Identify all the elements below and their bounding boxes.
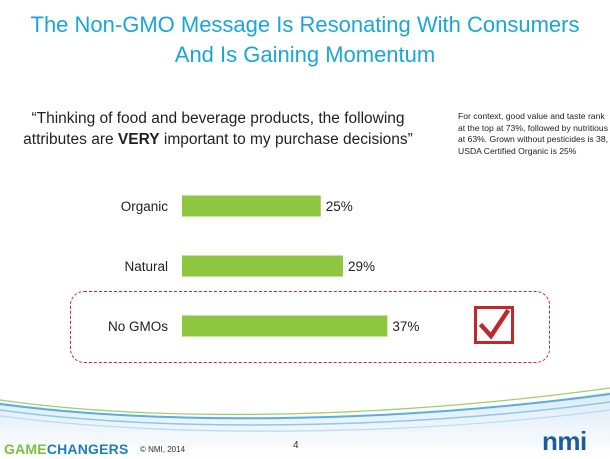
value-label: 25%: [326, 199, 353, 214]
page-number: 4: [293, 440, 299, 451]
brand-part-1: GAME: [4, 441, 47, 457]
footer-wave: [0, 387, 610, 459]
brand-part-2: CHANGERS: [46, 441, 129, 457]
copyright: © NMI, 2014: [140, 445, 186, 454]
category-label: Organic: [121, 199, 169, 214]
value-label: 37%: [392, 319, 419, 334]
highlight-box: [70, 291, 550, 363]
brand-wordmark: GAMECHANGERS: [4, 441, 129, 457]
quote-text-end: important to my purchase decisions”: [159, 131, 413, 148]
check-glyph: [478, 308, 511, 340]
context-note: For context, good value and taste rank a…: [458, 111, 609, 156]
slide-title: The Non-GMO Message Is Resonating With C…: [0, 10, 610, 70]
survey-question: “Thinking of food and beverage products,…: [8, 108, 428, 150]
nmi-logo: nmi: [542, 426, 587, 456]
quote-emphasis: VERY: [117, 131, 160, 148]
category-label: Natural: [124, 259, 168, 274]
checkmark-icon: [474, 306, 514, 344]
title-line-2: And Is Gaining Momentum: [174, 42, 436, 67]
value-label: 29%: [348, 259, 375, 274]
bar-organic: [182, 195, 321, 217]
bar-natural: [182, 255, 343, 277]
category-label: No GMOs: [108, 319, 168, 334]
bar-no-gmos: [182, 315, 388, 337]
title-line-1: The Non-GMO Message Is Resonating With C…: [30, 12, 580, 37]
quote-text-start: “Thinking of food and beverage products,…: [23, 110, 405, 148]
